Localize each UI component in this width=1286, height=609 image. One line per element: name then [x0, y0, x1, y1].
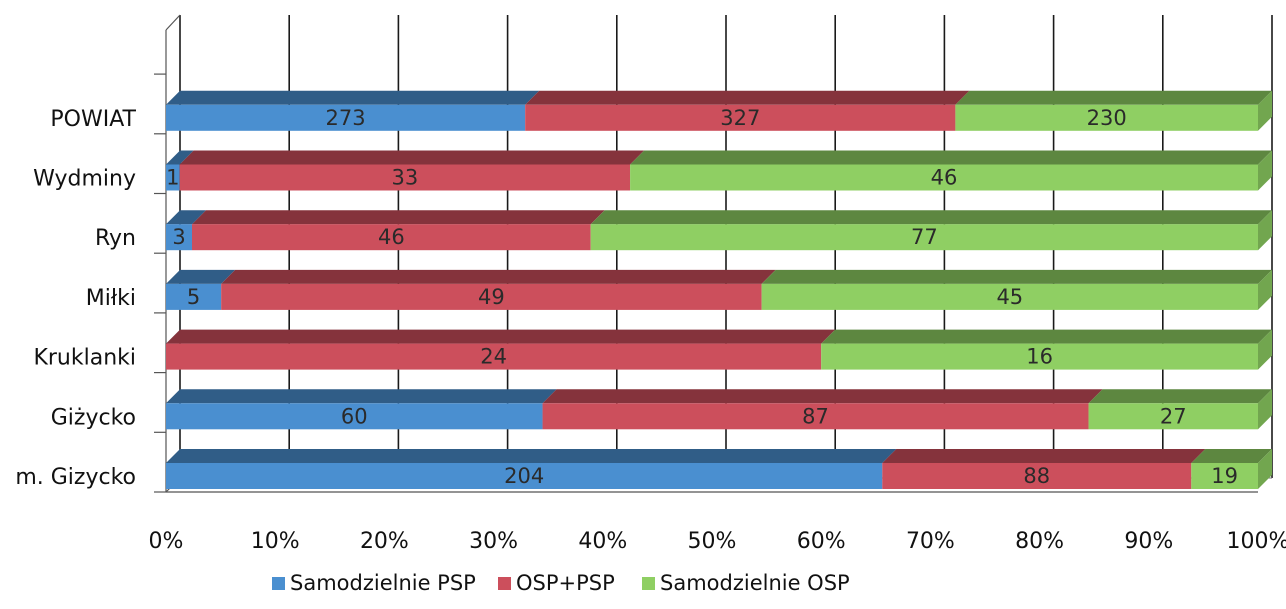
bar-top-face — [166, 329, 836, 344]
bar-top-face — [166, 90, 540, 105]
data-label: 45 — [996, 285, 1023, 309]
bar-top-face — [166, 269, 236, 284]
bar-segment — [955, 104, 1258, 131]
bar-segment — [590, 224, 1258, 251]
data-label: 19 — [1211, 464, 1238, 488]
data-label: 327 — [720, 106, 760, 130]
data-label: 24 — [480, 345, 507, 369]
data-label: 87 — [802, 404, 829, 428]
bar-segment — [166, 343, 822, 370]
bar-segment — [166, 224, 192, 251]
category-label: Ryn — [95, 226, 136, 251]
bar-top-face — [882, 449, 1206, 463]
x-tick-label: 60% — [797, 529, 846, 554]
data-label: 46 — [378, 225, 405, 249]
bar-top-face — [179, 150, 645, 165]
data-label: 230 — [1087, 106, 1127, 130]
bar-top-face — [590, 210, 1272, 225]
bar-segment — [166, 403, 543, 430]
data-label: 3 — [172, 225, 185, 249]
bar-segment — [1088, 403, 1258, 430]
bar-segment — [221, 283, 762, 310]
data-label: 5 — [187, 285, 200, 309]
x-tick-label: 20% — [360, 529, 409, 554]
x-tick-label: 70% — [906, 529, 955, 554]
legend-label: Samodzielnie PSP — [290, 571, 476, 595]
bar-top-face — [630, 150, 1272, 165]
data-label: 46 — [931, 166, 958, 190]
data-label: 60 — [341, 404, 368, 428]
data-label: 204 — [504, 464, 544, 488]
bar-top-face — [542, 389, 1103, 404]
category-label: m. Gizycko — [15, 465, 136, 490]
y-axis-top-edge — [165, 14, 181, 31]
bar-end-face — [1258, 389, 1272, 430]
bar-segment — [821, 343, 1258, 370]
bar-top-face — [821, 329, 1272, 344]
legend-swatch — [498, 577, 511, 590]
data-label: 77 — [911, 225, 938, 249]
bar-top-face — [166, 210, 206, 225]
bar-top-face — [221, 269, 776, 284]
data-label: 27 — [1160, 404, 1187, 428]
legend-label: Samodzielnie OSP — [660, 571, 850, 595]
x-tick-label: 40% — [578, 529, 627, 554]
data-label: 49 — [478, 285, 505, 309]
category-label: Giżycko — [51, 405, 136, 430]
bar-end-face — [1258, 90, 1272, 131]
bar-segment — [630, 164, 1258, 191]
x-tick-label: 10% — [251, 529, 300, 554]
data-label: 16 — [1026, 345, 1053, 369]
data-label: 88 — [1023, 464, 1050, 488]
x-tick-label: 0% — [149, 529, 184, 554]
bar-segment — [166, 283, 222, 310]
bar-top-face — [166, 449, 897, 463]
bar-segment — [179, 164, 631, 191]
legend-swatch — [642, 577, 655, 590]
bar-top-face — [166, 389, 557, 404]
data-label: 1 — [166, 166, 179, 190]
bar-segment — [1191, 463, 1258, 489]
legend-swatch — [272, 577, 285, 590]
data-label: 33 — [392, 166, 419, 190]
category-label: Wydminy — [33, 167, 136, 192]
data-label: 273 — [326, 106, 366, 130]
bar-top-face — [192, 210, 605, 225]
bar-end-face — [1258, 329, 1272, 370]
x-tick-label: 100% — [1227, 529, 1286, 554]
bar-top-face — [1191, 449, 1272, 463]
bar-end-face — [1258, 269, 1272, 310]
category-label: POWIAT — [50, 107, 136, 132]
bar-end-face — [1258, 449, 1272, 489]
bar-segment — [761, 283, 1258, 310]
bar-end-face — [1258, 150, 1272, 191]
bar-segment — [166, 164, 180, 191]
bar-top-face — [761, 269, 1272, 284]
bar-segment — [166, 104, 526, 131]
bar-top-face — [525, 90, 970, 105]
x-tick-label: 90% — [1124, 529, 1173, 554]
bar-end-face — [1258, 210, 1272, 251]
bar-segment — [192, 224, 591, 251]
category-label: Miłki — [86, 286, 136, 311]
bar-top-face — [1088, 389, 1272, 404]
bar-segment — [882, 463, 1192, 489]
category-label: Kruklanki — [33, 346, 136, 371]
bar-top-face — [955, 90, 1272, 105]
x-tick-label: 80% — [1015, 529, 1064, 554]
bar-top-face — [166, 150, 194, 165]
x-tick-label: 50% — [688, 529, 737, 554]
x-tick-label: 30% — [469, 529, 518, 554]
bar-segment — [542, 403, 1089, 430]
legend-label: OSP+PSP — [516, 571, 615, 595]
bar-segment — [166, 463, 883, 489]
bar-segment — [525, 104, 956, 131]
